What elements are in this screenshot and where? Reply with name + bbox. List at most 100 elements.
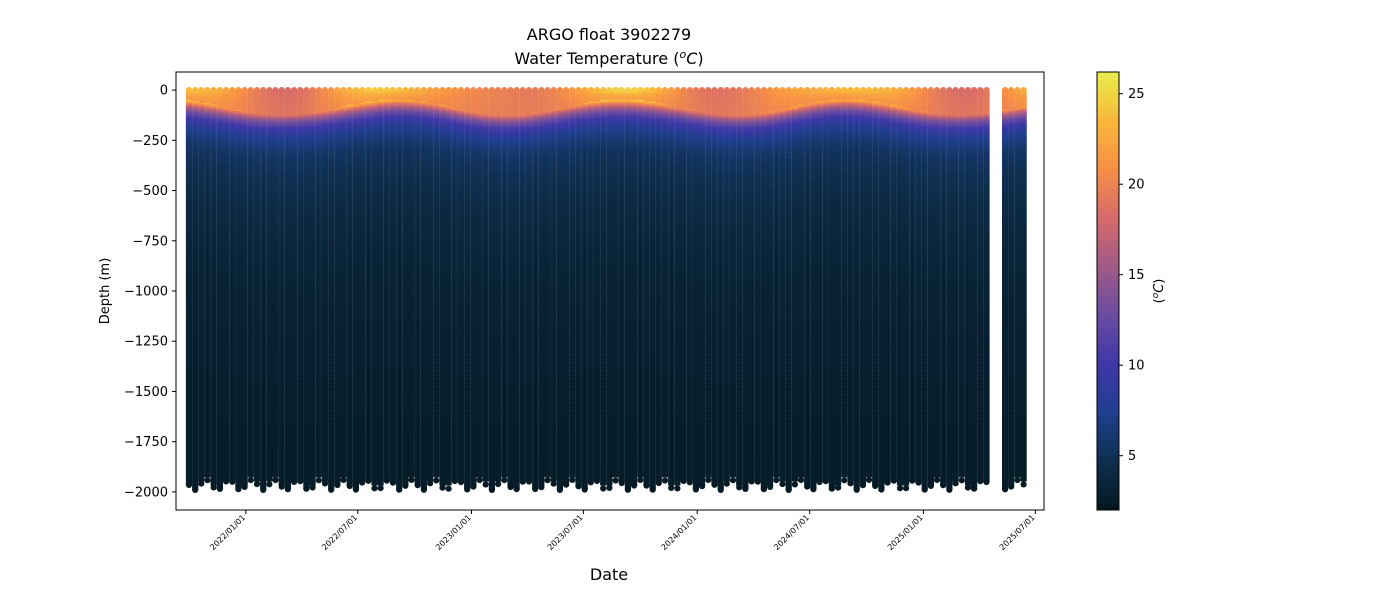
profile-surface-point (223, 87, 230, 94)
profile (346, 87, 353, 490)
profile-surface-point (346, 87, 353, 94)
profile (383, 87, 390, 484)
profile-bottom-point (291, 478, 298, 485)
profile (303, 87, 310, 492)
profile-surface-point (272, 87, 279, 94)
profile-surface-point (266, 87, 273, 94)
profile-bottom-point (340, 476, 347, 483)
profile-surface-point (309, 87, 316, 94)
profile-surface-point (260, 87, 267, 94)
profile (359, 87, 366, 486)
profile (247, 87, 254, 484)
profile-bottom-point (365, 477, 372, 484)
profile-surface-point (321, 87, 329, 94)
profile-bottom-point (223, 478, 230, 485)
profile-surface-point (396, 87, 403, 94)
profile-surface-point (198, 87, 205, 94)
profile (433, 87, 440, 484)
profile (192, 87, 199, 493)
profile-surface-point (241, 87, 248, 94)
profile (420, 87, 427, 493)
profile (278, 87, 285, 490)
chart-title: ARGO float 3902279 (527, 25, 691, 44)
profile (266, 87, 273, 488)
profile-bottom-point (204, 477, 211, 484)
chart-subtitle: Water Temperature (oC) (514, 48, 703, 68)
profile (198, 87, 205, 487)
profile-bottom-point (371, 485, 378, 492)
profile (204, 87, 211, 484)
profile (371, 87, 378, 492)
profile-surface-point (229, 87, 236, 94)
profile-surface-point (352, 87, 359, 94)
profile-surface-point (340, 87, 347, 94)
profile (396, 87, 403, 493)
profile (185, 87, 193, 488)
profile-surface-point (334, 87, 341, 94)
profile (284, 87, 291, 493)
profile-bottom-point (216, 485, 223, 492)
profile-surface-point (365, 87, 372, 94)
profile-surface-point (383, 87, 390, 94)
profile-surface-point (389, 87, 397, 94)
profile-surface-point (427, 87, 434, 94)
profile-bottom-point (352, 486, 359, 493)
profile (309, 87, 316, 491)
profile-bottom-point (315, 477, 322, 484)
profile-surface-point (414, 87, 421, 94)
profile-bottom-point (260, 486, 267, 493)
profile-bottom-point (309, 484, 316, 491)
profile (408, 87, 415, 483)
profile-surface-point (278, 87, 285, 94)
profile-bottom-point (359, 479, 366, 486)
profile-bottom-point (229, 478, 236, 485)
profile-bottom-point (303, 485, 310, 492)
profile (352, 87, 359, 493)
profile-surface-point (185, 87, 193, 94)
profile-bottom-point (210, 484, 217, 491)
profile-bottom-point (377, 485, 384, 492)
subtitle-unit-letter: C (686, 49, 698, 68)
profile (235, 87, 242, 493)
profile (377, 87, 384, 492)
profile (414, 87, 421, 489)
subtitle-unit-base: o (679, 48, 686, 61)
profile (210, 87, 217, 491)
profile-bottom-point (192, 486, 199, 493)
profile-bottom-point (278, 483, 285, 490)
profile-surface-point (216, 87, 223, 94)
profile (340, 87, 347, 483)
profile-surface-point (291, 87, 298, 94)
profile (260, 87, 267, 493)
profile-bottom-point (408, 476, 415, 483)
profile (223, 87, 230, 485)
profile-bottom-point (346, 482, 353, 490)
profile-surface-point (247, 87, 254, 94)
profile (402, 87, 409, 489)
profile (427, 87, 434, 487)
profile (216, 87, 223, 492)
profile (229, 87, 236, 485)
profile (334, 87, 341, 489)
profile (253, 87, 261, 488)
profile (328, 87, 335, 493)
profile (241, 87, 248, 490)
profile-bottom-point (420, 486, 427, 493)
profile (272, 87, 279, 484)
subtitle-suffix: ) (697, 49, 703, 68)
profile (291, 87, 298, 485)
profile-surface-point (253, 87, 261, 94)
profile-surface-point (297, 87, 304, 94)
profile-bottom-point (266, 481, 273, 488)
profile (389, 87, 397, 486)
profile-surface-point (408, 87, 415, 94)
profile-bottom-point (297, 478, 304, 485)
profile-surface-point (371, 87, 378, 94)
profile-bottom-point (383, 477, 390, 484)
profile-surface-point (377, 87, 384, 94)
subtitle-prefix: Water Temperature ( (514, 49, 679, 68)
profile-bottom-point (396, 486, 403, 493)
profile-bottom-point (414, 482, 421, 489)
profile-surface-point (402, 87, 409, 94)
